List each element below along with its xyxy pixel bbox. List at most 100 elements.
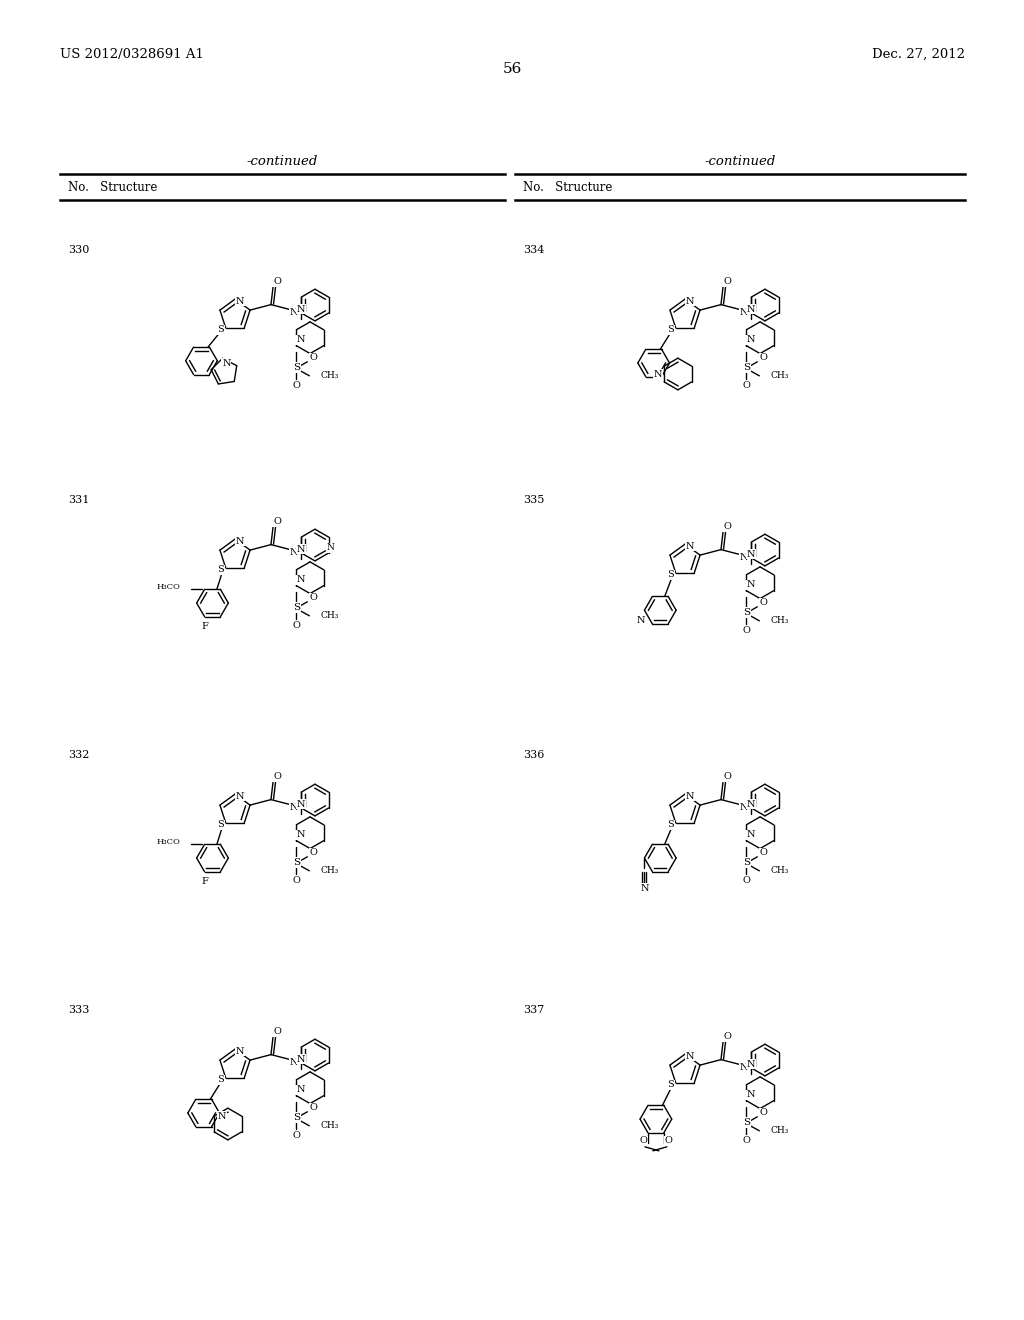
Text: S: S <box>668 570 674 579</box>
Text: S: S <box>217 1076 224 1084</box>
Text: CH₃: CH₃ <box>770 1126 788 1135</box>
Text: H₃CO: H₃CO <box>157 583 180 591</box>
Text: N: N <box>297 1055 305 1064</box>
Text: N: N <box>327 544 335 553</box>
Text: N: N <box>746 581 755 589</box>
Text: 334: 334 <box>523 246 545 255</box>
Text: N: N <box>290 1057 298 1067</box>
Text: N: N <box>739 308 748 317</box>
Text: S: S <box>742 858 750 867</box>
Text: S: S <box>293 363 300 372</box>
Text: S: S <box>742 609 750 618</box>
Text: O: O <box>665 1137 673 1146</box>
Text: CH₃: CH₃ <box>321 866 339 875</box>
Text: CH₃: CH₃ <box>770 866 788 875</box>
Text: CH₃: CH₃ <box>770 616 788 626</box>
Text: N: N <box>686 541 694 550</box>
Text: O: O <box>273 277 282 286</box>
Text: CH₃: CH₃ <box>321 1121 339 1130</box>
Text: N: N <box>290 308 298 317</box>
Text: N: N <box>686 792 694 801</box>
Text: S: S <box>217 325 224 334</box>
Text: S: S <box>668 1080 674 1089</box>
Text: O: O <box>273 517 282 527</box>
Text: O: O <box>723 772 731 781</box>
Text: N: N <box>739 553 748 562</box>
Text: N: N <box>290 548 298 557</box>
Text: O: O <box>723 1032 731 1041</box>
Text: S: S <box>293 858 300 867</box>
Text: O: O <box>309 849 317 857</box>
Text: N: N <box>236 537 245 545</box>
Text: N: N <box>296 1085 304 1094</box>
Text: N: N <box>297 800 305 809</box>
Text: S: S <box>217 820 224 829</box>
Text: 56: 56 <box>503 62 521 77</box>
Text: O: O <box>760 354 767 362</box>
Text: CH₃: CH₃ <box>321 371 339 380</box>
Text: S: S <box>668 325 674 334</box>
Text: S: S <box>293 1113 300 1122</box>
Text: 333: 333 <box>68 1005 89 1015</box>
Text: H₃CO: H₃CO <box>157 838 180 846</box>
Text: O: O <box>273 772 282 781</box>
Text: N: N <box>297 545 305 553</box>
Text: N: N <box>746 335 755 345</box>
Text: N: N <box>236 297 245 306</box>
Text: N: N <box>236 792 245 801</box>
Text: N: N <box>296 576 304 585</box>
Text: N: N <box>218 1111 226 1121</box>
Text: N: N <box>746 549 756 558</box>
Text: O: O <box>273 1027 282 1036</box>
Text: N: N <box>739 803 748 812</box>
Text: 336: 336 <box>523 750 545 760</box>
Text: S: S <box>742 1118 750 1127</box>
Text: No.   Structure: No. Structure <box>68 181 158 194</box>
Text: O: O <box>760 849 767 857</box>
Text: O: O <box>760 1109 767 1117</box>
Text: N: N <box>296 335 304 345</box>
Text: N: N <box>222 359 230 368</box>
Text: -continued: -continued <box>705 154 776 168</box>
Text: No.   Structure: No. Structure <box>523 181 612 194</box>
Text: F: F <box>201 878 208 886</box>
Text: F: F <box>201 622 208 631</box>
Text: N: N <box>746 305 756 314</box>
Text: N: N <box>236 1047 245 1056</box>
Text: 337: 337 <box>523 1005 544 1015</box>
Text: N: N <box>746 830 755 840</box>
Text: O: O <box>639 1137 647 1146</box>
Text: O: O <box>723 523 731 532</box>
Text: N: N <box>636 615 645 624</box>
Text: O: O <box>309 1104 317 1113</box>
Text: N: N <box>739 1063 748 1072</box>
Text: 331: 331 <box>68 495 89 506</box>
Text: O: O <box>742 876 751 886</box>
Text: O: O <box>293 622 300 631</box>
Text: N: N <box>640 883 648 892</box>
Text: O: O <box>760 598 767 607</box>
Text: CH₃: CH₃ <box>321 611 339 620</box>
Text: N: N <box>296 830 304 840</box>
Text: CH₃: CH₃ <box>770 371 788 380</box>
Text: O: O <box>742 1137 751 1146</box>
Text: O: O <box>742 381 751 391</box>
Text: Dec. 27, 2012: Dec. 27, 2012 <box>872 48 965 61</box>
Text: O: O <box>293 876 300 886</box>
Text: O: O <box>293 381 300 391</box>
Text: N: N <box>746 1060 756 1069</box>
Text: N: N <box>686 1052 694 1061</box>
Text: S: S <box>742 363 750 372</box>
Text: N: N <box>686 297 694 306</box>
Text: N: N <box>654 370 663 379</box>
Text: O: O <box>309 593 317 602</box>
Text: N: N <box>290 803 298 812</box>
Text: 330: 330 <box>68 246 89 255</box>
Text: 335: 335 <box>523 495 545 506</box>
Text: N: N <box>746 1090 755 1100</box>
Text: O: O <box>293 1131 300 1140</box>
Text: N: N <box>746 800 756 809</box>
Text: 332: 332 <box>68 750 89 760</box>
Text: S: S <box>668 820 674 829</box>
Text: O: O <box>742 626 751 635</box>
